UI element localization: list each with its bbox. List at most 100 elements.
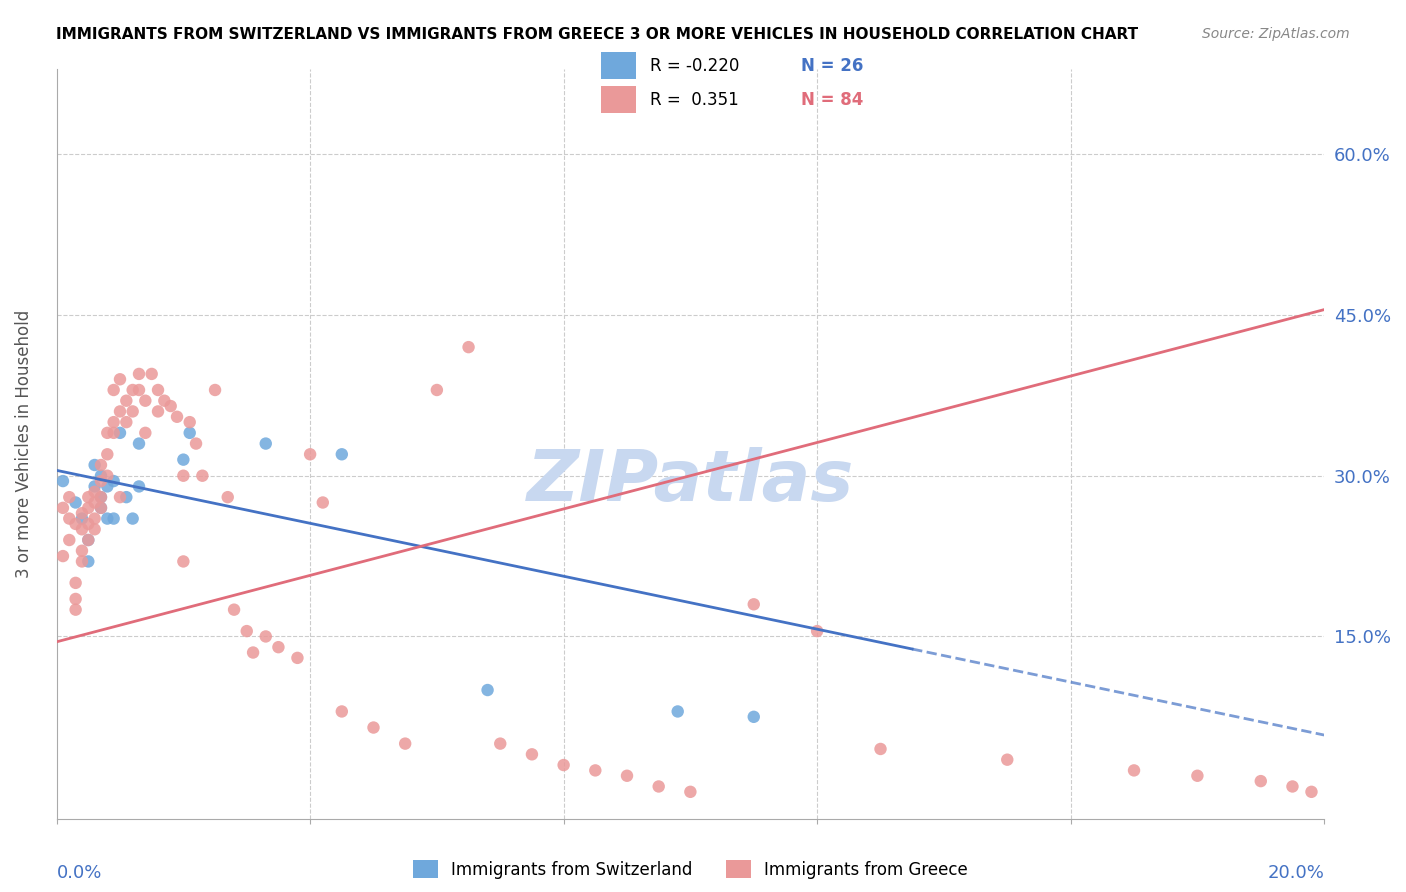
- Point: [995, 753, 1018, 767]
- Point: [128, 383, 150, 397]
- Point: [869, 742, 891, 756]
- Point: [477, 683, 499, 698]
- Point: [394, 737, 416, 751]
- Point: [65, 495, 87, 509]
- Text: 0.0%: 0.0%: [56, 863, 103, 881]
- Point: [90, 490, 112, 504]
- Point: [58, 511, 80, 525]
- Point: [172, 554, 194, 568]
- Point: [204, 383, 226, 397]
- Point: [103, 383, 125, 397]
- Text: N = 84: N = 84: [801, 91, 863, 109]
- Point: [90, 500, 112, 515]
- Point: [90, 490, 112, 504]
- Point: [235, 624, 257, 639]
- Point: [146, 404, 169, 418]
- Point: [363, 721, 385, 735]
- Point: [128, 479, 150, 493]
- Point: [583, 764, 606, 778]
- Point: [121, 404, 143, 418]
- Text: N = 26: N = 26: [801, 57, 863, 75]
- Point: [184, 436, 207, 450]
- Point: [103, 474, 125, 488]
- Point: [179, 415, 201, 429]
- Point: [77, 500, 100, 515]
- Point: [83, 495, 105, 509]
- Point: [52, 549, 75, 563]
- Point: [489, 737, 512, 751]
- Point: [108, 425, 131, 440]
- Point: [520, 747, 543, 762]
- Point: [128, 436, 150, 450]
- Point: [666, 705, 689, 719]
- Point: [65, 575, 87, 590]
- Point: [96, 447, 118, 461]
- Point: [217, 490, 239, 504]
- Point: [70, 511, 93, 525]
- Point: [103, 511, 125, 525]
- Point: [1301, 785, 1323, 799]
- Point: [172, 452, 194, 467]
- Point: [83, 522, 105, 536]
- Point: [330, 447, 353, 461]
- Point: [52, 474, 75, 488]
- Point: [83, 484, 105, 499]
- Point: [65, 591, 87, 606]
- Point: [52, 500, 75, 515]
- Point: [58, 490, 80, 504]
- Point: [254, 436, 277, 450]
- Point: [267, 640, 290, 655]
- Point: [172, 468, 194, 483]
- Point: [159, 399, 181, 413]
- Point: [115, 415, 138, 429]
- Point: [115, 393, 138, 408]
- Legend: Immigrants from Switzerland, Immigrants from Greece: Immigrants from Switzerland, Immigrants …: [406, 854, 974, 885]
- Point: [330, 705, 353, 719]
- Point: [191, 468, 214, 483]
- Point: [90, 468, 112, 483]
- Point: [254, 630, 277, 644]
- Y-axis label: 3 or more Vehicles in Household: 3 or more Vehicles in Household: [15, 310, 32, 578]
- Point: [96, 479, 118, 493]
- Point: [806, 624, 828, 639]
- Point: [90, 474, 112, 488]
- Point: [426, 383, 449, 397]
- Point: [90, 458, 112, 472]
- Point: [70, 543, 93, 558]
- Point: [121, 511, 143, 525]
- Point: [146, 383, 169, 397]
- Point: [70, 522, 93, 536]
- Text: 20.0%: 20.0%: [1267, 863, 1324, 881]
- Point: [65, 516, 87, 531]
- Point: [108, 490, 131, 504]
- Point: [299, 447, 322, 461]
- Point: [312, 495, 335, 509]
- Point: [553, 758, 575, 772]
- Point: [58, 533, 80, 547]
- Text: Source: ZipAtlas.com: Source: ZipAtlas.com: [1202, 27, 1350, 41]
- Point: [83, 511, 105, 525]
- FancyBboxPatch shape: [602, 87, 636, 112]
- Point: [1123, 764, 1146, 778]
- Point: [83, 458, 105, 472]
- Point: [108, 372, 131, 386]
- Point: [128, 367, 150, 381]
- Point: [90, 500, 112, 515]
- Text: R =  0.351: R = 0.351: [650, 91, 740, 109]
- Point: [77, 516, 100, 531]
- Point: [77, 490, 100, 504]
- Point: [108, 404, 131, 418]
- Point: [121, 383, 143, 397]
- Point: [96, 511, 118, 525]
- Point: [647, 780, 669, 794]
- Text: ZIPatlas: ZIPatlas: [527, 447, 853, 516]
- Point: [1281, 780, 1303, 794]
- Point: [103, 415, 125, 429]
- Point: [1187, 769, 1209, 783]
- Point: [134, 425, 156, 440]
- Text: R = -0.220: R = -0.220: [650, 57, 740, 75]
- Point: [679, 785, 702, 799]
- Point: [141, 367, 163, 381]
- Point: [77, 533, 100, 547]
- Point: [287, 651, 309, 665]
